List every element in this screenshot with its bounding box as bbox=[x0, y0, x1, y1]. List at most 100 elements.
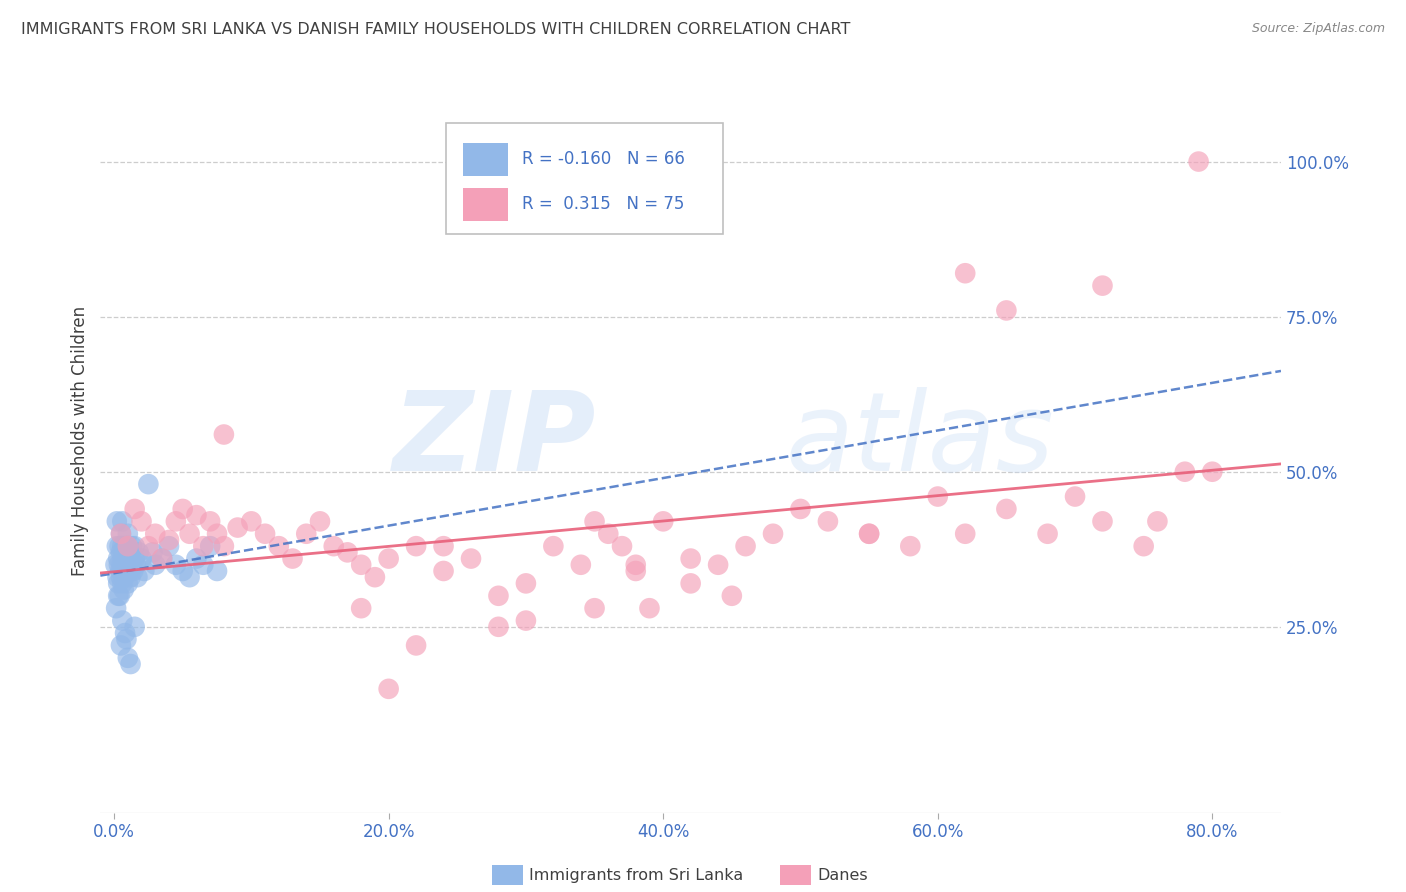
Point bbox=[108, 589, 131, 603]
Point bbox=[350, 601, 373, 615]
Point bbox=[150, 551, 173, 566]
Point bbox=[120, 545, 142, 559]
Point bbox=[624, 564, 647, 578]
Point bbox=[108, 539, 131, 553]
Text: R =  0.315   N = 75: R = 0.315 N = 75 bbox=[522, 195, 685, 213]
Point bbox=[121, 539, 143, 553]
Point bbox=[652, 514, 675, 528]
Point bbox=[1064, 490, 1087, 504]
Point bbox=[110, 564, 132, 578]
Point bbox=[143, 558, 166, 572]
Point bbox=[193, 558, 215, 572]
Point bbox=[118, 551, 141, 566]
Point bbox=[143, 526, 166, 541]
Point bbox=[583, 514, 606, 528]
Point bbox=[377, 681, 399, 696]
Point bbox=[114, 545, 136, 559]
Point bbox=[172, 502, 194, 516]
Point bbox=[198, 514, 221, 528]
Point bbox=[1132, 539, 1154, 553]
Point bbox=[108, 558, 131, 572]
Point bbox=[1091, 278, 1114, 293]
Point bbox=[105, 514, 128, 528]
Point bbox=[212, 539, 235, 553]
Point bbox=[104, 558, 127, 572]
Point bbox=[115, 564, 138, 578]
Point bbox=[117, 539, 139, 553]
Point bbox=[127, 570, 149, 584]
Point bbox=[953, 266, 976, 280]
Point bbox=[115, 632, 138, 647]
Point bbox=[114, 626, 136, 640]
Text: atlas: atlas bbox=[785, 387, 1053, 494]
Point bbox=[107, 551, 129, 566]
Point bbox=[112, 582, 135, 597]
Point bbox=[118, 564, 141, 578]
Point bbox=[610, 539, 633, 553]
Point bbox=[121, 558, 143, 572]
Point bbox=[1174, 465, 1197, 479]
Point bbox=[107, 570, 129, 584]
Point bbox=[112, 570, 135, 584]
Point bbox=[569, 558, 592, 572]
Point bbox=[111, 576, 134, 591]
Point bbox=[1146, 514, 1168, 528]
Point bbox=[267, 539, 290, 553]
Point bbox=[638, 601, 661, 615]
Point bbox=[124, 620, 146, 634]
Point bbox=[172, 564, 194, 578]
Point bbox=[107, 589, 129, 603]
Point bbox=[105, 601, 128, 615]
Point bbox=[111, 558, 134, 572]
Point bbox=[240, 514, 263, 528]
Point bbox=[432, 564, 454, 578]
Point bbox=[295, 526, 318, 541]
Point bbox=[254, 526, 277, 541]
Point bbox=[134, 564, 156, 578]
Point bbox=[157, 539, 180, 553]
Point bbox=[114, 539, 136, 553]
Point bbox=[131, 551, 153, 566]
Point bbox=[789, 502, 811, 516]
Point bbox=[115, 551, 138, 566]
Point bbox=[110, 639, 132, 653]
FancyBboxPatch shape bbox=[446, 123, 723, 234]
Point bbox=[515, 614, 537, 628]
Point bbox=[721, 589, 744, 603]
Point bbox=[405, 639, 427, 653]
Point bbox=[114, 558, 136, 572]
Point bbox=[281, 551, 304, 566]
Y-axis label: Family Households with Children: Family Households with Children bbox=[72, 306, 89, 575]
Point bbox=[624, 558, 647, 572]
Point bbox=[120, 657, 142, 671]
Point bbox=[124, 502, 146, 516]
Point bbox=[205, 564, 228, 578]
Point bbox=[198, 539, 221, 553]
Point bbox=[1036, 526, 1059, 541]
Point bbox=[543, 539, 565, 553]
Text: Immigrants from Sri Lanka: Immigrants from Sri Lanka bbox=[529, 868, 742, 882]
Point bbox=[165, 558, 187, 572]
Point bbox=[432, 539, 454, 553]
Point bbox=[336, 545, 359, 559]
Point bbox=[141, 545, 163, 559]
Point bbox=[117, 576, 139, 591]
Point bbox=[186, 508, 208, 523]
Point bbox=[858, 526, 880, 541]
Point bbox=[995, 303, 1018, 318]
Point bbox=[125, 558, 148, 572]
Point bbox=[124, 551, 146, 566]
Point bbox=[762, 526, 785, 541]
Text: Danes: Danes bbox=[817, 868, 868, 882]
Point bbox=[1201, 465, 1223, 479]
Point bbox=[111, 614, 134, 628]
Point bbox=[110, 526, 132, 541]
Text: IMMIGRANTS FROM SRI LANKA VS DANISH FAMILY HOUSEHOLDS WITH CHILDREN CORRELATION : IMMIGRANTS FROM SRI LANKA VS DANISH FAMI… bbox=[21, 22, 851, 37]
Point bbox=[186, 551, 208, 566]
Point bbox=[110, 526, 132, 541]
Point bbox=[110, 545, 132, 559]
Point bbox=[322, 539, 344, 553]
Point bbox=[205, 526, 228, 541]
Point bbox=[679, 551, 702, 566]
Point bbox=[364, 570, 387, 584]
